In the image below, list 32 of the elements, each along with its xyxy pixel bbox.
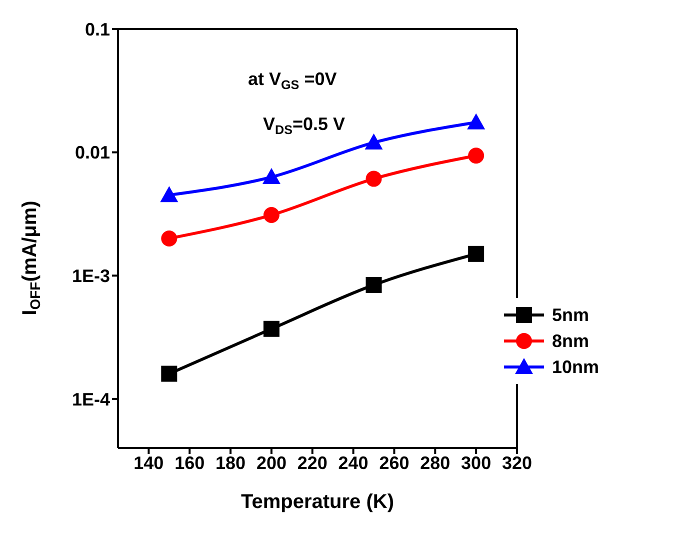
annotation: V$_{DS}$=0.5 V bbox=[263, 114, 346, 137]
x-tick-label: 180 bbox=[216, 452, 246, 473]
point bbox=[262, 168, 280, 184]
annotation: at V$_{GS}$ =0V bbox=[248, 69, 337, 92]
x-tick-label: 240 bbox=[338, 452, 368, 473]
legend-label: 8nm bbox=[552, 330, 590, 352]
point bbox=[263, 207, 280, 224]
point bbox=[161, 230, 178, 246]
point bbox=[468, 246, 484, 262]
point bbox=[263, 320, 280, 337]
y-tick-label: 1E-4 bbox=[72, 389, 110, 410]
legend-label: 5nm bbox=[552, 304, 590, 326]
y-tick-label: 1E-3 bbox=[72, 266, 110, 286]
x-axis-title: Temperature (K) bbox=[241, 491, 394, 513]
y-tick-label: 0.01 bbox=[74, 142, 110, 163]
x-tick-label: 220 bbox=[297, 452, 328, 473]
x-tick-label: 320 bbox=[502, 452, 532, 473]
point bbox=[366, 170, 382, 187]
x-tick-label: 280 bbox=[420, 452, 450, 473]
x-tick-label: 140 bbox=[134, 452, 164, 473]
y-tick-label: 0.1 bbox=[84, 19, 110, 40]
point bbox=[364, 134, 383, 150]
x-tick-label: 260 bbox=[379, 452, 410, 473]
x-tick-label: 160 bbox=[174, 452, 205, 473]
x-tick-label: 200 bbox=[256, 452, 286, 473]
point bbox=[366, 276, 382, 293]
legend-label: 10nm bbox=[552, 356, 600, 378]
x-tick-label: 300 bbox=[461, 452, 492, 473]
point bbox=[160, 186, 178, 202]
point bbox=[161, 366, 178, 382]
point bbox=[467, 113, 486, 130]
point bbox=[468, 148, 484, 164]
